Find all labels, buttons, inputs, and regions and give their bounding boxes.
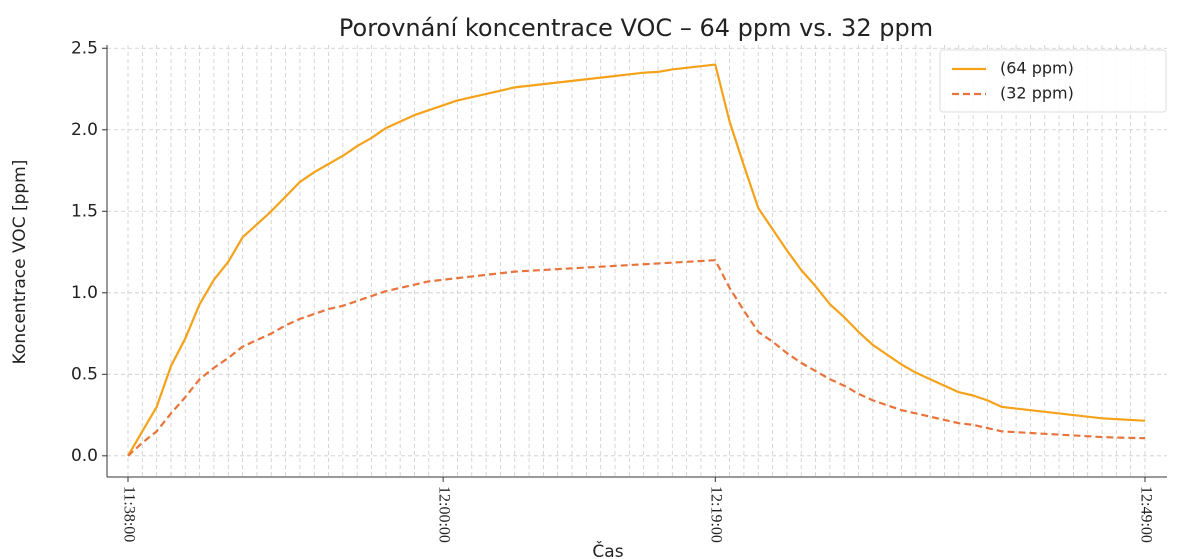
grid: 0.0 0.5 1.0 1.5 2.0 2.5 11:38:00 12:00:00 12:19:… xyxy=(71,38,1167,543)
y-tick-label: 2.5 xyxy=(71,38,98,58)
x-tick-label: 12:00:00 xyxy=(435,486,452,543)
y-tick-label: 1.5 xyxy=(71,201,98,221)
y-tick-label: 1.0 xyxy=(71,283,98,303)
legend-box xyxy=(939,49,1167,113)
chart-title: Porovnání koncentrace VOC – 64 ppm vs. 3… xyxy=(339,14,933,42)
x-axis-label: Čas xyxy=(592,540,623,559)
y-axis-label: Koncentrace VOC [ppm] xyxy=(10,160,30,365)
legend-label: (64 ppm) xyxy=(1000,59,1074,78)
y-tick-label: 2.0 xyxy=(71,120,98,140)
legend-label: (32 ppm) xyxy=(1000,84,1074,103)
line-series xyxy=(127,259,1146,457)
line-series xyxy=(127,63,1146,457)
x-tick-label: 11:38:00 xyxy=(120,486,137,542)
x-tick-label: 12:49:00 xyxy=(1137,486,1154,543)
x-tick-label: 12:19:00 xyxy=(708,486,725,543)
legend: (64 ppm) (32 ppm) xyxy=(939,49,1167,113)
plot xyxy=(127,63,1146,457)
y-tick-label: 0.0 xyxy=(71,446,98,466)
y-tick-label: 0.5 xyxy=(71,364,98,384)
